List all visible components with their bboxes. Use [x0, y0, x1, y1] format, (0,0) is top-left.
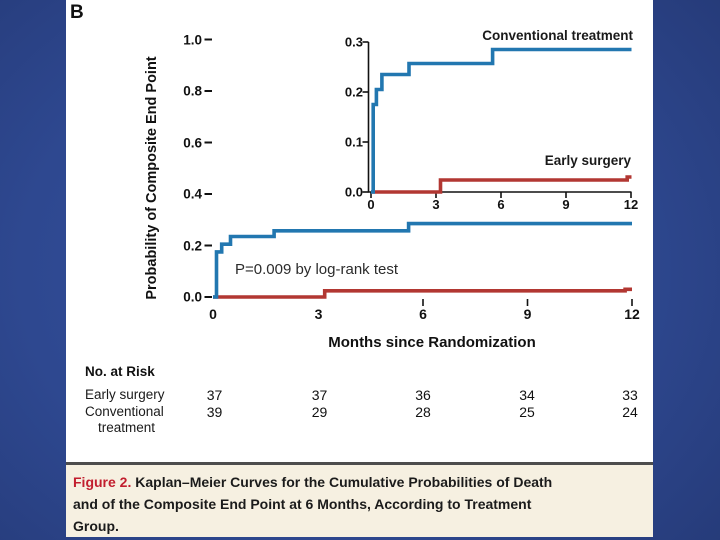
x-axis-title: Months since Randomization: [328, 334, 536, 351]
main-x-tick-9: 9: [523, 306, 532, 322]
inset-x-tick-9: 9: [562, 197, 570, 212]
main-y-tick-0.6: 0.6: [183, 135, 202, 150]
inset-x-tick-0: 0: [367, 197, 375, 212]
inset-y-tick-0.0: 0.0: [344, 184, 363, 200]
inset-x-tick-marks: [370, 192, 632, 198]
inset-curve-early-surgery: [371, 175, 632, 194]
caption-line-2: and of the Composite End Point at 6 Mont…: [73, 496, 532, 512]
risk-value-row1-t12: 24: [622, 404, 638, 420]
inset-y-tick-0.1: 0.1: [344, 134, 363, 150]
main-curve-conventional-treatment: [213, 221, 632, 299]
risk-value-row0-t12: 33: [622, 387, 638, 403]
inset-x-tick-12: 12: [623, 197, 639, 212]
inset-y-tick-0.2: 0.2: [344, 84, 363, 100]
risk-value-row0-t6: 36: [415, 387, 431, 403]
main-x-tick-0: 0: [209, 306, 217, 322]
risk-value-row0-t9: 34: [519, 387, 535, 403]
figure-panel: [66, 0, 653, 537]
risk-row-label-early-surgery: Early surgery: [85, 387, 165, 402]
main-y-tick-marks: [204, 38, 212, 298]
caption-figure-label: Figure 2.: [73, 474, 132, 490]
caption-line-1: Kaplan–Meier Curves for the Cumulative P…: [135, 474, 553, 490]
inset-curve-conventional-treatment: [371, 47, 632, 194]
figure-caption: Figure 2. Kaplan–Meier Curves for the Cu…: [66, 465, 653, 537]
main-x-tick-3: 3: [314, 306, 323, 322]
inset-x-tick-3: 3: [432, 197, 440, 212]
risk-value-row1-t0: 39: [206, 404, 223, 420]
inset-y-tick-0.3: 0.3: [344, 34, 363, 50]
panel-letter: B: [70, 2, 84, 23]
early-surgery-label: Early surgery: [544, 153, 631, 168]
risk-row-label-conventional: Conventional treatment: [85, 404, 164, 435]
main-x-tick-6: 6: [419, 306, 427, 322]
inset-y-tick-marks: [362, 41, 369, 193]
main-y-tick-0.0: 0.0: [183, 289, 202, 305]
caption-divider: [66, 462, 653, 465]
risk-table-header: No. at Risk: [85, 364, 155, 379]
main-curve-early-surgery: [213, 287, 632, 299]
inset-x-tick-6: 6: [497, 197, 505, 212]
risk-value-row0-t0: 37: [206, 387, 223, 403]
caption-line-3: Group.: [73, 518, 119, 534]
main-y-tick-0.2: 0.2: [183, 238, 202, 253]
risk-value-row1-t6: 28: [415, 404, 431, 420]
main-y-tick-0.8: 0.8: [183, 83, 202, 99]
main-y-tick-1.0: 1.0: [183, 32, 202, 47]
risk-value-row1-t9: 25: [519, 404, 535, 420]
y-axis-title: Probability of Composite End Point: [144, 56, 160, 300]
conventional-treatment-label: Conventional treatment: [482, 28, 633, 43]
p-value-annotation: P=0.009 by log-rank test: [235, 261, 399, 278]
survival-curves: [213, 47, 632, 299]
risk-value-row1-t3: 29: [311, 404, 328, 420]
main-x-tick-12: 12: [624, 306, 640, 322]
risk-value-row0-t3: 37: [311, 387, 328, 403]
main-x-tick-marks: [422, 299, 633, 306]
main-y-tick-0.4: 0.4: [183, 186, 202, 202]
